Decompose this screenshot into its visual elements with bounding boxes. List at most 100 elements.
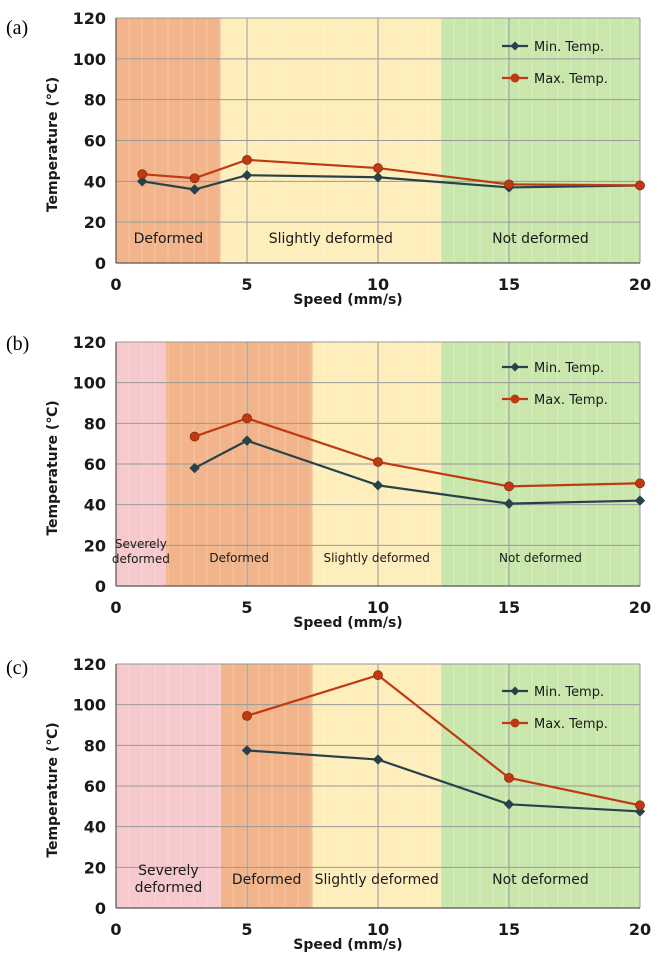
max-temp-point [504,481,514,492]
min-temp-point [241,435,253,446]
panel-label: (a) [6,17,28,39]
min-temp-point [241,745,253,756]
legend-marker [510,362,520,372]
min-temp-point [136,176,148,187]
y-axis-label: Temperature (℃) [45,400,61,535]
x-tick-label: 5 [241,920,252,939]
y-axis-label: Temperature (℃) [45,722,61,857]
legend-label: Max. Temp. [534,72,608,87]
legend-label: Min. Temp. [534,685,604,700]
y-tick-label: 60 [84,455,106,474]
series-line-min-temp [246,749,641,813]
x-tick-label: 5 [241,275,252,294]
max-temp-point [373,163,383,173]
y-tick-label: 60 [84,777,106,796]
legend-label: Max. Temp. [534,393,608,408]
panel-label: (b) [6,333,29,355]
x-axis-label: Speed (mm/s) [293,615,402,631]
max-temp-point [189,173,200,184]
y-tick-label: 80 [84,414,106,433]
chart-panel-b: 0 20 40 60 80 100 120 0 5 10 15 20 Speed (mm/s) Tempe… [6,333,651,631]
x-tick-label: 5 [241,598,252,617]
zone-label: Not deformed [499,551,582,565]
x-tick-label: 15 [498,920,520,939]
max-temp-point [242,413,252,424]
max-temp-point [373,670,383,681]
y-tick-label: 120 [73,655,106,674]
y-tick-label: 20 [84,536,106,555]
zone-label: Deformed [209,551,269,565]
max-temp-point [504,772,514,783]
x-tick-label: 15 [498,275,520,294]
y-tick-label: 120 [73,333,106,352]
min-temp-point [241,170,253,181]
zone-label: Slightly deformed [315,872,439,888]
legend-label: Max. Temp. [534,717,608,732]
max-temp-point [504,179,514,190]
y-tick-label: 60 [84,132,106,151]
min-temp-point [372,754,384,765]
x-tick-label: 20 [629,598,651,617]
series-line-max-temp [246,673,641,807]
panel-label: (c) [6,657,28,679]
zone-label: Severely deformed [135,863,203,896]
zone-label: Not deformed [492,872,589,888]
max-temp-point [242,710,252,721]
zone-label: Slightly deformed [269,231,393,247]
min-temp-point [189,184,200,195]
y-axis-label: Temperature (℃) [45,77,61,212]
min-temp-point [503,498,515,509]
legend-marker [510,41,520,51]
y-tick-label: 20 [84,213,106,232]
legend-label: Min. Temp. [534,40,604,55]
legend-marker [510,718,520,728]
x-tick-label: 20 [629,275,651,294]
x-tick-label: 10 [367,920,389,939]
chart-panel-a: 0 20 40 60 80 100 120 0 5 10 15 20 Speed (mm/s) Tempe… [6,9,651,308]
x-tick-label: 10 [367,275,389,294]
legend-label: Min. Temp. [534,361,604,376]
max-temp-point [242,154,252,165]
zone-label: Severely deformed [112,537,170,566]
y-tick-label: 0 [95,577,106,596]
y-tick-label: 100 [73,50,106,69]
min-temp-point [503,799,515,810]
x-axis-label: Speed (mm/s) [293,937,402,953]
zone-label: Slightly deformed [323,551,429,565]
y-tick-label: 0 [95,254,106,273]
zone-label: Not deformed [492,231,589,247]
max-temp-point [635,800,645,811]
y-tick-label: 20 [84,858,106,877]
legend-marker [510,394,520,404]
series-line-min-temp [142,174,641,191]
x-tick-label: 0 [110,598,121,617]
max-temp-point [635,180,645,191]
max-temp-point [137,169,148,180]
y-tick-label: 80 [84,736,106,755]
x-tick-label: 10 [367,598,389,617]
legend-marker [510,73,520,83]
x-tick-label: 0 [110,275,121,294]
legend-marker [510,686,520,696]
y-tick-label: 120 [73,9,106,28]
min-temp-point [372,172,384,183]
max-temp-point [373,457,383,467]
y-tick-label: 100 [73,696,106,715]
y-tick-label: 100 [73,374,106,393]
min-temp-point [634,495,646,506]
y-tick-label: 40 [84,818,106,837]
x-tick-label: 20 [629,920,651,939]
chart-panel-c: 0 20 40 60 80 100 120 0 5 10 15 20 Speed (mm/s) Tempe… [6,655,651,953]
y-tick-label: 0 [95,899,106,918]
max-temp-point [635,478,645,489]
max-temp-point [189,431,200,442]
x-tick-label: 15 [498,598,520,617]
x-tick-label: 0 [110,920,121,939]
x-axis-label: Speed (mm/s) [293,292,402,308]
series-line-max-temp [142,158,641,187]
y-tick-label: 80 [84,91,106,110]
y-tick-label: 40 [84,172,106,191]
zone-label: Deformed [134,231,204,247]
min-temp-point [189,462,200,474]
